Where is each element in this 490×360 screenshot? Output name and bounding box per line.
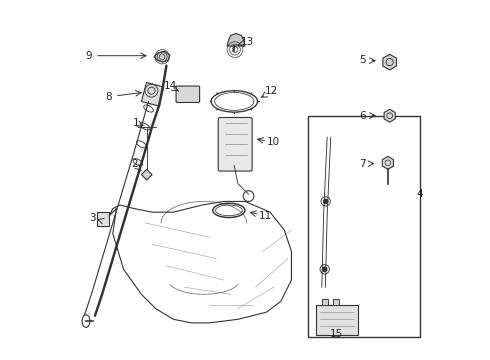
Text: 3: 3 bbox=[89, 212, 96, 222]
Bar bbox=[317, 305, 358, 336]
Text: 6: 6 bbox=[360, 111, 366, 121]
Circle shape bbox=[323, 199, 328, 203]
Text: 4: 4 bbox=[416, 189, 423, 199]
Polygon shape bbox=[227, 33, 245, 46]
Polygon shape bbox=[384, 109, 395, 122]
Bar bbox=[333, 298, 339, 305]
Text: 9: 9 bbox=[85, 51, 92, 61]
Text: 2: 2 bbox=[131, 159, 138, 169]
Bar bbox=[142, 82, 164, 106]
Text: 1: 1 bbox=[133, 118, 139, 128]
Bar bbox=[322, 298, 328, 305]
Text: 15: 15 bbox=[329, 329, 343, 339]
Text: 10: 10 bbox=[267, 138, 280, 148]
Polygon shape bbox=[383, 54, 396, 70]
Bar bbox=[97, 212, 109, 226]
Text: 11: 11 bbox=[259, 211, 272, 221]
FancyBboxPatch shape bbox=[176, 86, 199, 103]
Text: 12: 12 bbox=[265, 86, 278, 96]
FancyBboxPatch shape bbox=[218, 117, 252, 171]
Text: 13: 13 bbox=[241, 37, 254, 48]
Bar bbox=[308, 116, 420, 337]
Polygon shape bbox=[382, 157, 393, 169]
Circle shape bbox=[322, 267, 327, 271]
Text: 14: 14 bbox=[164, 81, 177, 91]
Text: 7: 7 bbox=[360, 159, 366, 169]
Text: 8: 8 bbox=[105, 92, 112, 102]
Polygon shape bbox=[142, 169, 152, 180]
Polygon shape bbox=[154, 51, 170, 62]
Text: 5: 5 bbox=[360, 55, 366, 65]
